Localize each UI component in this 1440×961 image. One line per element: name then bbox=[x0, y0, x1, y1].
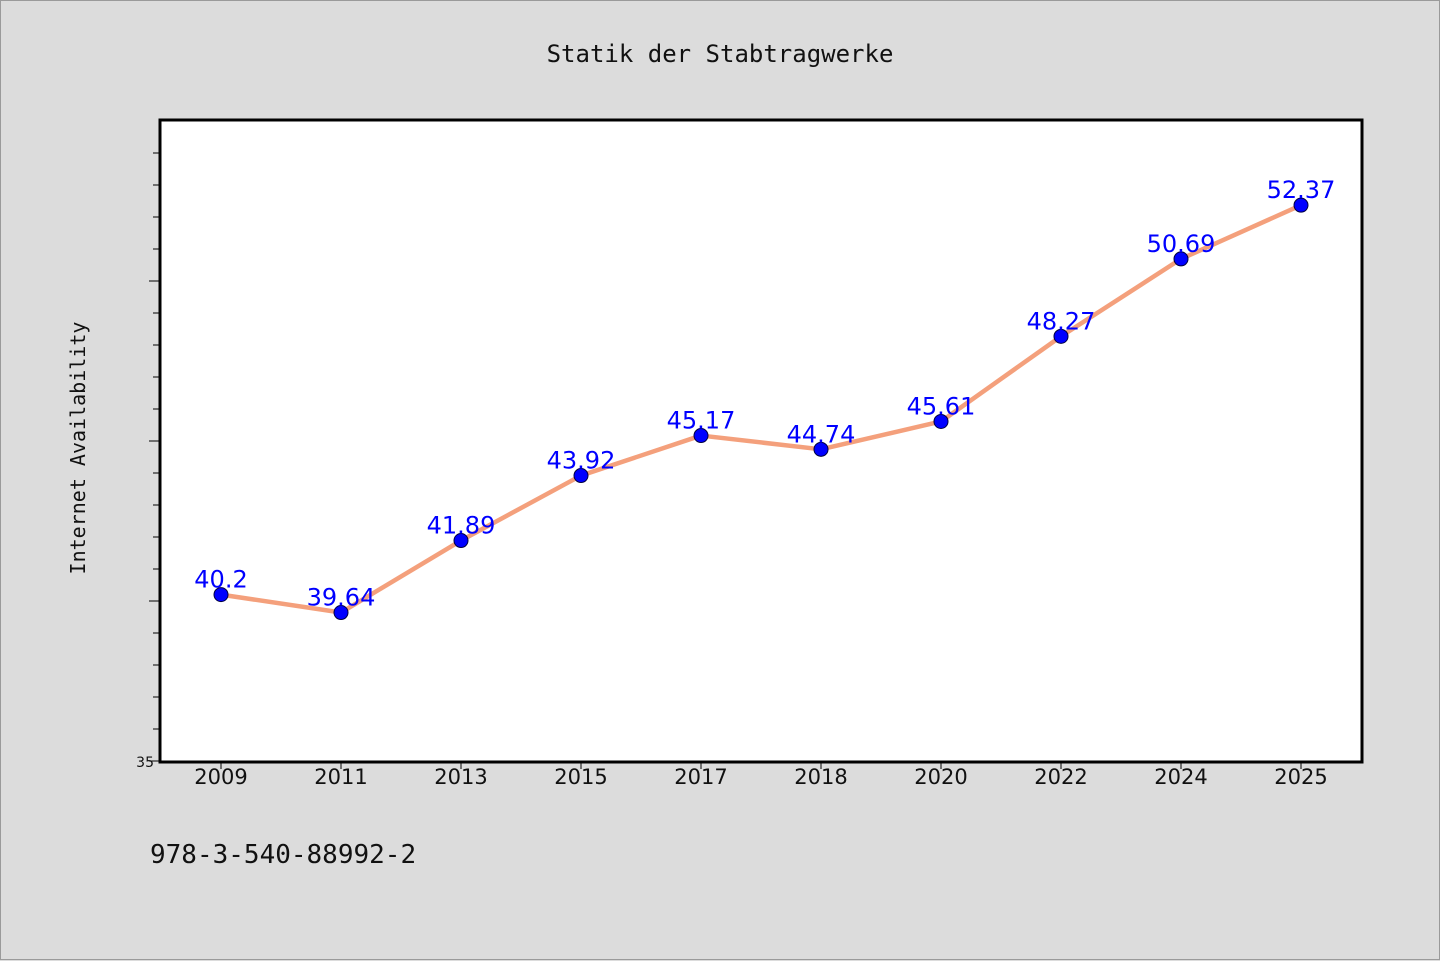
isbn-annotation: 978-3-540-88992-2 bbox=[150, 840, 416, 870]
y-axis-ticks: 35 bbox=[136, 152, 161, 771]
x-tick-label: 2011 bbox=[314, 765, 367, 789]
data-label: 44.74 bbox=[787, 420, 856, 448]
data-point bbox=[1173, 251, 1189, 267]
data-point bbox=[933, 413, 949, 429]
data-point bbox=[1053, 328, 1069, 344]
x-axis-ticks: 2009 2011 2013 2015 2017 2018 2020 2022 2024 2025 bbox=[194, 761, 1328, 789]
data-label: 39.64 bbox=[307, 584, 376, 612]
x-tick-label: 2009 bbox=[194, 765, 247, 789]
y-tick-label: 35 bbox=[136, 755, 154, 771]
chart-title: Statik der Stabtragwerke bbox=[547, 40, 894, 68]
data-label: 52.37 bbox=[1267, 176, 1336, 204]
data-label: 50.69 bbox=[1147, 230, 1216, 258]
series-line-group bbox=[218, 202, 1304, 615]
series-line bbox=[218, 202, 1304, 615]
x-tick-label: 2022 bbox=[1034, 765, 1087, 789]
x-tick-label: 2017 bbox=[674, 765, 727, 789]
x-tick-label: 2015 bbox=[554, 765, 607, 789]
y-axis-label: Internet Availability bbox=[66, 322, 90, 575]
data-label: 41.89 bbox=[427, 512, 496, 540]
data-point bbox=[213, 587, 229, 603]
data-point bbox=[693, 428, 709, 444]
data-markers bbox=[213, 197, 1309, 621]
data-label: 48.27 bbox=[1027, 307, 1096, 335]
data-label: 43.92 bbox=[547, 447, 616, 475]
data-point bbox=[333, 605, 349, 621]
data-point bbox=[1293, 197, 1309, 213]
x-tick-label: 2013 bbox=[434, 765, 487, 789]
data-point bbox=[573, 468, 589, 484]
data-label: 45.17 bbox=[667, 407, 736, 435]
x-tick-label: 2020 bbox=[914, 765, 967, 789]
data-point bbox=[813, 441, 829, 457]
x-tick-label: 2024 bbox=[1154, 765, 1207, 789]
data-label: 45.61 bbox=[907, 392, 976, 420]
data-labels: 40.2 39.64 41.89 43.92 45.17 44.74 45.61 48.27 5… bbox=[194, 176, 1335, 611]
data-label: 40.2 bbox=[194, 566, 247, 594]
data-point bbox=[453, 533, 469, 549]
x-tick-label: 2025 bbox=[1274, 765, 1327, 789]
x-tick-label: 2018 bbox=[794, 765, 847, 789]
